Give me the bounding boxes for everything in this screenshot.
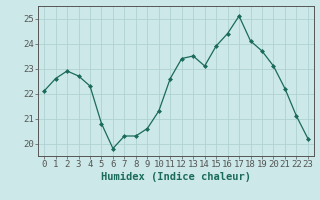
X-axis label: Humidex (Indice chaleur): Humidex (Indice chaleur) <box>101 172 251 182</box>
